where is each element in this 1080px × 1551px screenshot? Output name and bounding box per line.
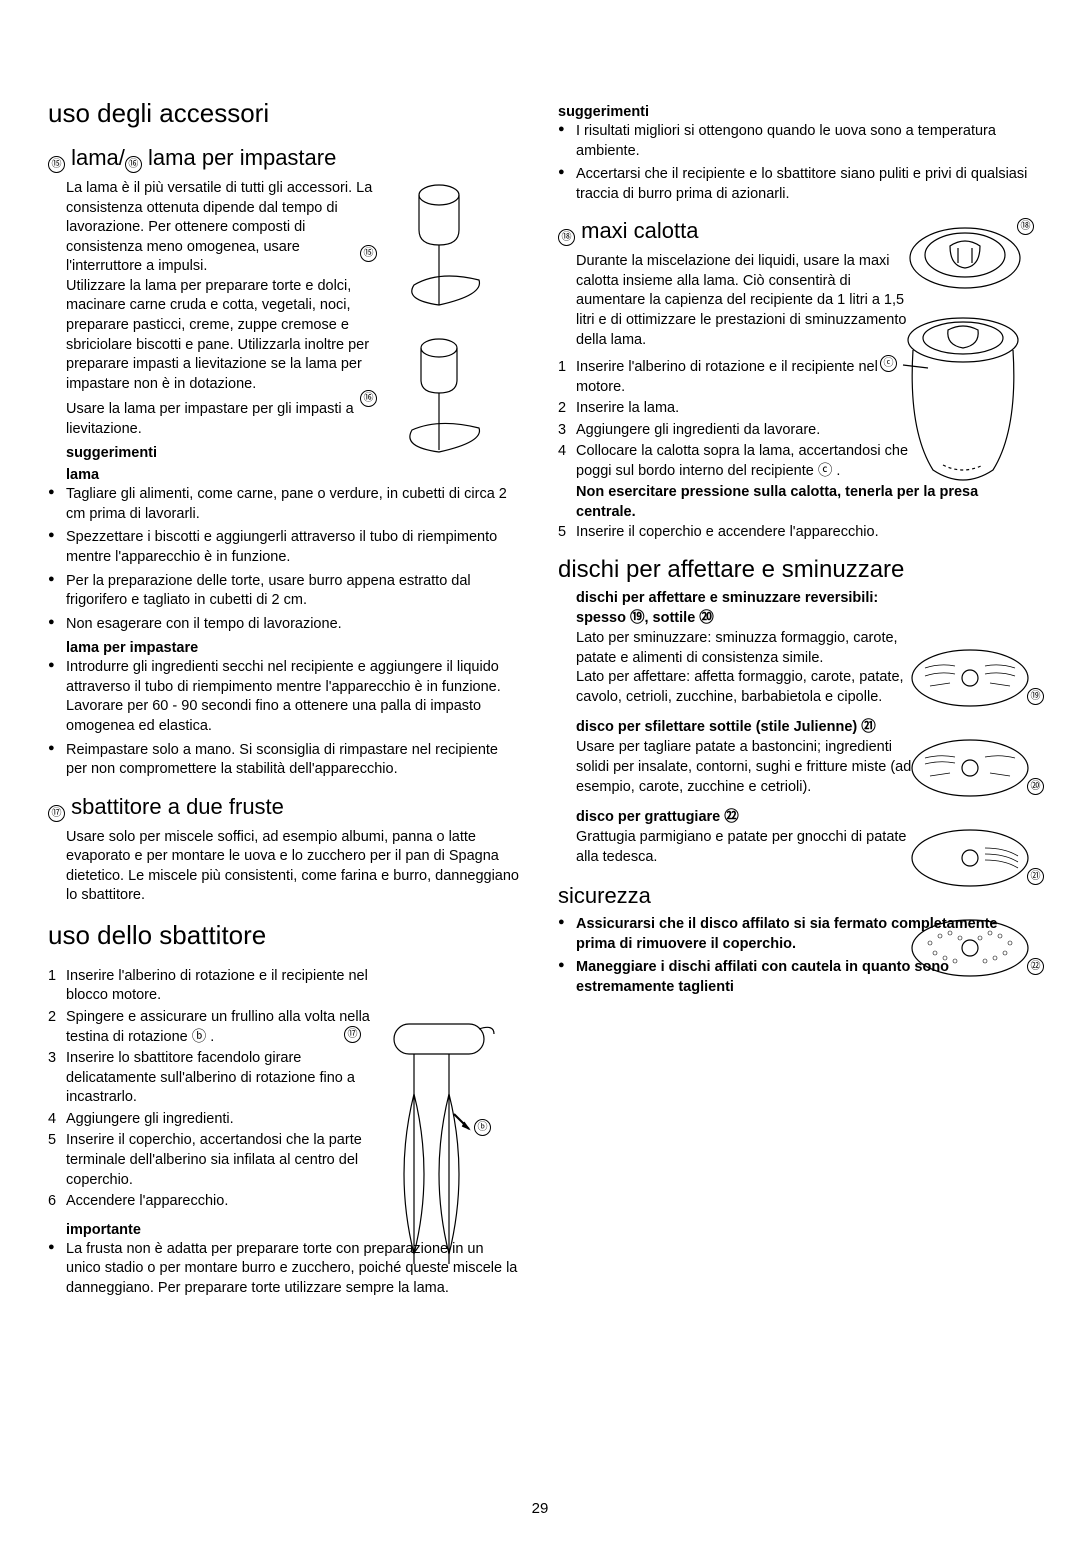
dischi-text-1: Lato per sminuzzare: sminuzza formaggio,… xyxy=(576,629,918,668)
ref-18-callout: ⑱ xyxy=(1017,218,1034,235)
heading-julienne: disco per sfilettare sottile (stile Juli… xyxy=(576,715,918,736)
ref-21-callout: ㉑ xyxy=(1027,868,1044,885)
heading-blade: ⑮ lama/⑯ lama per impastare xyxy=(48,145,522,173)
ref-19-callout: ⑲ xyxy=(1027,688,1044,705)
list-item: Per la preparazione delle torte, usare b… xyxy=(48,572,522,611)
ref-b-callout: ⓑ xyxy=(474,1119,491,1136)
gratt-text: Grattugia parmigiano e patate per gnocch… xyxy=(576,828,918,867)
page-number: 29 xyxy=(532,1500,549,1517)
list-item: Inserire il coperchio, accertandosi che … xyxy=(48,1131,375,1190)
list-item: Aggiungere gli ingredienti da lavorare. xyxy=(558,421,918,441)
maxi-steps: Inserire l'alberino di rotazione e il re… xyxy=(558,358,918,481)
list-item: Introdurre gli ingredienti secchi nel re… xyxy=(48,658,522,736)
list-item: Non esagerare con il tempo di lavorazion… xyxy=(48,615,522,635)
list-item: Accertarsi che il recipiente e lo sbatti… xyxy=(558,165,1032,204)
list-item: Collocare la calotta sopra la lama, acce… xyxy=(558,442,918,481)
blade-diagram-2: ⑯ xyxy=(384,330,494,465)
list-item: Reimpastare solo a mano. Si sconsiglia d… xyxy=(48,741,522,780)
dough-tips-list: Introdurre gli ingredienti secchi nel re… xyxy=(48,658,522,779)
list-item: Accendere l'apparecchio. xyxy=(48,1192,375,1212)
heading-lama-impastare: lama per impastare xyxy=(66,640,522,656)
list-item: Aggiungere gli ingredienti. xyxy=(48,1110,375,1130)
maxicover-diagram-top: ⑱ xyxy=(900,218,1030,303)
heading-accessories: uso degli accessori xyxy=(48,98,522,129)
list-item: I risultati migliori si ottengono quando… xyxy=(558,122,1032,161)
list-item: Inserire lo sbattitore facendolo girare … xyxy=(48,1049,375,1108)
list-item: Tagliare gli alimenti, come carne, pane … xyxy=(48,485,522,524)
heading-suggerimenti-r: suggerimenti xyxy=(558,104,1032,120)
blade-text-1: La lama è il più versatile di tutti gli … xyxy=(66,179,375,277)
blade-text-2: Utilizzare la lama per preparare torte e… xyxy=(66,277,375,394)
maxicover-diagram-bowl: ⓒ xyxy=(888,310,1038,505)
discs-diagrams: ⑲ ⑳ ㉑ ㉒ xyxy=(900,638,1040,1013)
list-item: Inserire l'alberino di rotazione e il re… xyxy=(558,358,918,397)
maxi-text: Durante la miscelazione dei liquidi, usa… xyxy=(576,252,918,350)
heading-dischi-rev: dischi per affettare e sminuzzare revers… xyxy=(576,590,918,627)
list-item: Inserire la lama. xyxy=(558,399,918,419)
ref-22-callout: ㉒ xyxy=(1027,958,1044,975)
heading-dischi: dischi per affettare e sminuzzare xyxy=(558,556,1032,584)
list-item: Inserire il coperchio e accendere l'appa… xyxy=(558,523,1032,543)
whisk-diagram: ⑰ ⓑ xyxy=(354,1014,524,1279)
list-item: Spingere e assicurare un frullino alla v… xyxy=(48,1008,375,1047)
list-item: Inserire l'alberino di rotazione e il re… xyxy=(48,967,375,1006)
heading-lama: lama xyxy=(66,467,522,483)
heading-gratt: disco per grattugiare ㉒ xyxy=(576,805,918,826)
blade-tips-list: Tagliare gli alimenti, come carne, pane … xyxy=(48,485,522,634)
ref-15-callout: ⑮ xyxy=(360,245,377,262)
whisk-text: Usare solo per miscele soffici, ad esemp… xyxy=(66,828,522,906)
dischi-text-2: Lato per affettare: affetta formaggio, c… xyxy=(576,668,918,707)
ref-c-callout: ⓒ xyxy=(880,355,897,372)
heading-whisk: ⑰ sbattitore a due fruste xyxy=(48,794,522,822)
list-item: Spezzettare i biscotti e aggiungerli att… xyxy=(48,528,522,567)
whisk-steps: Inserire l'alberino di rotazione e il re… xyxy=(48,967,375,1212)
sugg-tips-r: I risultati migliori si ottengono quando… xyxy=(558,122,1032,204)
blade-text-3: Usare la lama per impastare per gli impa… xyxy=(66,400,375,439)
julienne-text: Usare per tagliare patate a bastoncini; … xyxy=(576,738,918,797)
ref-16-callout: ⑯ xyxy=(360,390,377,407)
ref-20-callout: ⑳ xyxy=(1027,778,1044,795)
maxi-step5-list: Inserire il coperchio e accendere l'appa… xyxy=(558,523,1032,543)
heading-whisk-use: uso dello sbattitore xyxy=(48,920,522,951)
ref-17-callout: ⑰ xyxy=(344,1026,361,1043)
blade-diagram-1: ⑮ xyxy=(384,175,494,320)
